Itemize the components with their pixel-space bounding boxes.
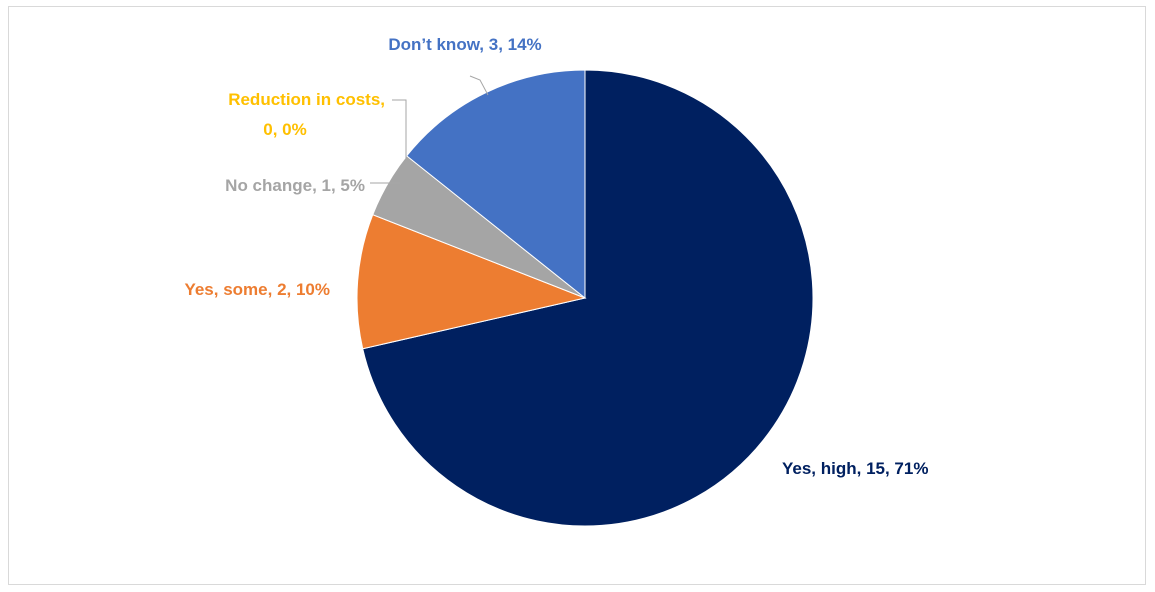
pie-slice-yes-high [362, 69, 814, 527]
data-label-dont-know: Don’t know, 3, 14% [388, 35, 541, 54]
data-label-yes-some: Yes, some, 2, 10% [184, 280, 330, 299]
data-label-reduction-in-costs-line1: Reduction in costs, [228, 90, 385, 109]
leader-line-dont-know [469, 75, 489, 96]
leader-line-reduction-in-costs [392, 99, 407, 160]
leader-lines [370, 75, 489, 184]
data-label-no-change: No change, 1, 5% [225, 176, 365, 195]
data-label-reduction-in-costs-line2: 0, 0% [263, 120, 306, 139]
data-label-yes-high: Yes, high, 15, 71% [782, 459, 928, 478]
pie-slice-yes-some [356, 214, 587, 350]
pie-slices [356, 69, 814, 527]
pie-slice-don-t-know [406, 69, 586, 300]
